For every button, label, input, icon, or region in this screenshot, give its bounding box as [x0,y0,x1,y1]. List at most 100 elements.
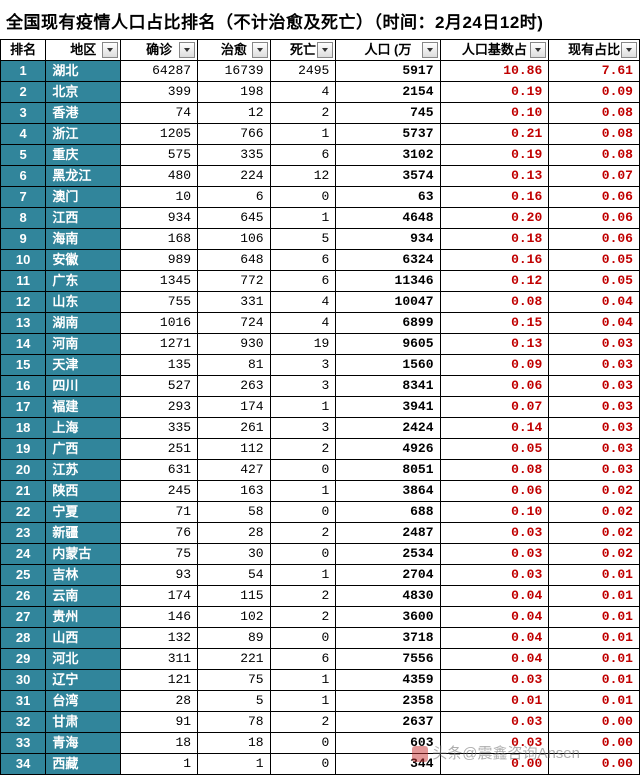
cell-cured: 224 [198,166,271,187]
cell-pop-ratio: 0.19 [440,145,549,166]
cell-cured: 115 [198,586,271,607]
table-row: 9海南16810659340.180.06 [1,229,640,250]
table-row: 2北京399198421540.190.09 [1,82,640,103]
cell-current-ratio: 0.07 [549,166,640,187]
cell-cured: 648 [198,250,271,271]
filter-dropdown-icon[interactable] [317,42,333,58]
cell-dead: 0 [270,502,336,523]
cell-dead: 0 [270,628,336,649]
cell-current-ratio: 0.01 [549,628,640,649]
cell-pop-ratio: 0.04 [440,628,549,649]
cell-cured: 102 [198,607,271,628]
filter-dropdown-icon[interactable] [179,42,195,58]
cell-confirmed: 293 [121,397,198,418]
cell-confirmed: 1016 [121,313,198,334]
cell-dead: 12 [270,166,336,187]
cell-rank: 12 [1,292,46,313]
cell-rank: 1 [1,61,46,82]
cell-rank: 4 [1,124,46,145]
cell-population: 3941 [336,397,440,418]
col-header-cured[interactable]: 治愈 [198,40,271,61]
cell-area: 山东 [46,292,121,313]
cell-area: 天津 [46,355,121,376]
cell-rank: 21 [1,481,46,502]
table-row: 33青海181806030.030.00 [1,733,640,754]
cell-dead: 2 [270,712,336,733]
col-header-rank[interactable]: 排名 [1,40,46,61]
cell-rank: 19 [1,439,46,460]
cell-dead: 2 [270,439,336,460]
cell-dead: 2 [270,586,336,607]
cell-rank: 11 [1,271,46,292]
cell-cured: 89 [198,628,271,649]
cell-confirmed: 76 [121,523,198,544]
cell-current-ratio: 0.05 [549,250,640,271]
cell-current-ratio: 0.03 [549,439,640,460]
cell-dead: 0 [270,460,336,481]
cell-cured: 335 [198,145,271,166]
cell-rank: 25 [1,565,46,586]
cell-confirmed: 121 [121,670,198,691]
cell-confirmed: 1271 [121,334,198,355]
table-row: 13湖南1016724468990.150.04 [1,313,640,334]
col-header-current-ratio[interactable]: 现有占比 [549,40,640,61]
cell-rank: 22 [1,502,46,523]
cell-population: 2424 [336,418,440,439]
col-header-population[interactable]: 人口 (万 [336,40,440,61]
cell-pop-ratio: 0.03 [440,565,549,586]
filter-dropdown-icon[interactable] [422,42,438,58]
col-header-confirmed[interactable]: 确诊 [121,40,198,61]
cell-cured: 163 [198,481,271,502]
cell-cured: 263 [198,376,271,397]
cell-population: 3102 [336,145,440,166]
cell-population: 6899 [336,313,440,334]
cell-pop-ratio: 0.20 [440,208,549,229]
cell-pop-ratio: 0.13 [440,166,549,187]
cell-rank: 31 [1,691,46,712]
header-label: 人口 (万 [364,42,411,57]
cell-confirmed: 28 [121,691,198,712]
cell-pop-ratio: 0.04 [440,607,549,628]
cell-rank: 26 [1,586,46,607]
cell-area: 陕西 [46,481,121,502]
cell-dead: 2 [270,523,336,544]
cell-cured: 174 [198,397,271,418]
cell-rank: 34 [1,754,46,775]
cell-rank: 28 [1,628,46,649]
cell-rank: 8 [1,208,46,229]
cell-cured: 766 [198,124,271,145]
cell-cured: 54 [198,565,271,586]
cell-confirmed: 245 [121,481,198,502]
table-row: 14河南12719301996050.130.03 [1,334,640,355]
cell-area: 海南 [46,229,121,250]
cell-rank: 13 [1,313,46,334]
cell-current-ratio: 0.00 [549,712,640,733]
cell-area: 湖南 [46,313,121,334]
cell-rank: 6 [1,166,46,187]
cell-population: 3718 [336,628,440,649]
filter-dropdown-icon[interactable] [530,42,546,58]
cell-current-ratio: 0.08 [549,103,640,124]
filter-dropdown-icon[interactable] [102,42,118,58]
col-header-pop-ratio[interactable]: 人口基数占 [440,40,549,61]
cell-cured: 331 [198,292,271,313]
cell-area: 台湾 [46,691,121,712]
cell-rank: 29 [1,649,46,670]
filter-dropdown-icon[interactable] [621,42,637,58]
table-row: 27贵州146102236000.040.01 [1,607,640,628]
cell-area: 河北 [46,649,121,670]
col-header-area[interactable]: 地区 [46,40,121,61]
cell-area: 河南 [46,334,121,355]
cell-current-ratio: 0.06 [549,229,640,250]
cell-confirmed: 335 [121,418,198,439]
cell-population: 2704 [336,565,440,586]
cell-rank: 32 [1,712,46,733]
header-label: 治愈 [221,42,247,57]
cell-population: 2154 [336,82,440,103]
cell-rank: 24 [1,544,46,565]
cell-rank: 20 [1,460,46,481]
table-row: 5重庆575335631020.190.08 [1,145,640,166]
cell-current-ratio: 0.03 [549,397,640,418]
col-header-dead[interactable]: 死亡 [270,40,336,61]
filter-dropdown-icon[interactable] [252,42,268,58]
